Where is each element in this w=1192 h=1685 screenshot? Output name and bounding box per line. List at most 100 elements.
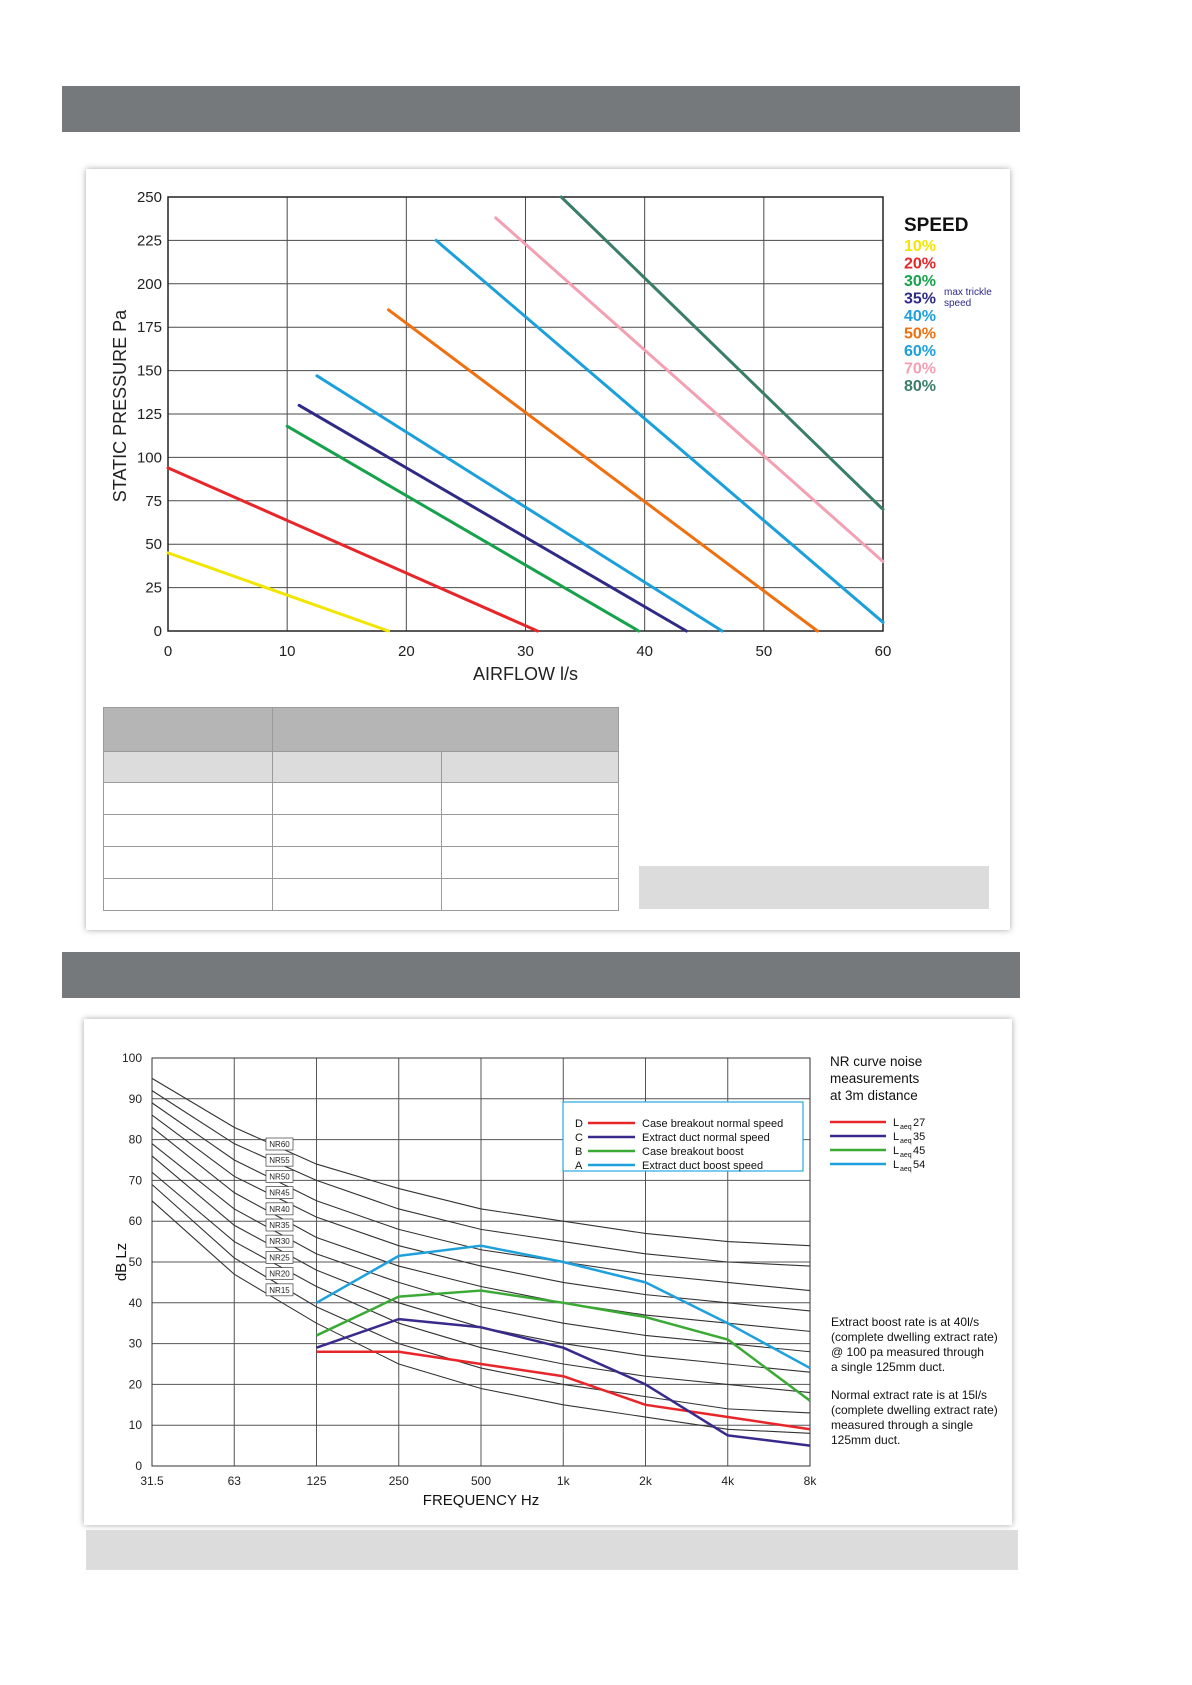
leq-value: 35 — [913, 1131, 925, 1143]
measurement-note: NR curve noise — [830, 1054, 922, 1069]
nr-label: NR50 — [269, 1172, 290, 1181]
x-tick-label: 60 — [875, 643, 892, 660]
x-tick-label: 125 — [306, 1474, 326, 1488]
plot-frame — [151, 1057, 811, 1467]
legend-entry: 60% — [904, 343, 936, 360]
x-tick-label: 31.5 — [140, 1474, 164, 1488]
nr-label-box — [265, 1202, 294, 1216]
nr-label-box — [265, 1153, 294, 1167]
nr-curve-nr15 — [151, 1200, 811, 1434]
legend-entry: 50% — [904, 326, 936, 343]
nr-label: NR35 — [269, 1221, 290, 1230]
x-axis-label: FREQUENCY Hz — [423, 1492, 539, 1509]
nr-curve-nr45 — [151, 1114, 811, 1312]
section-header-bar-bottom — [62, 952, 1020, 998]
nr-label: NR45 — [269, 1189, 290, 1198]
info-box-gray — [639, 866, 989, 909]
rate-note: @ 100 pa measured through — [831, 1345, 984, 1359]
y-tick-label: 100 — [122, 1051, 142, 1065]
leq-prefix: L — [893, 1159, 899, 1171]
legend-entry: 70% — [904, 361, 936, 378]
leq-subscript: aeq — [900, 1124, 912, 1131]
nr-label: NR60 — [269, 1140, 290, 1149]
y-tick-label: 200 — [137, 276, 162, 293]
noise-chart-card — [84, 1019, 1012, 1525]
nr-label: NR40 — [269, 1205, 290, 1214]
legend-note: speed — [944, 298, 971, 309]
rate-note: Extract boost rate is at 40l/s — [831, 1315, 979, 1329]
leq-subscript: aeq — [900, 1152, 912, 1159]
y-axis-label: STATIC PRESSURE Pa — [110, 309, 130, 502]
leq-value: 45 — [913, 1145, 925, 1157]
leq-value: 27 — [913, 1117, 925, 1129]
legend-title: SPEED — [904, 215, 968, 236]
series-line-b — [315, 1289, 811, 1402]
y-tick-label: 75 — [145, 493, 162, 510]
x-tick-label: 8k — [804, 1474, 818, 1488]
measurement-note: at 3m distance — [830, 1088, 918, 1103]
x-tick-label: 10 — [279, 643, 296, 660]
nr-label-box — [265, 1170, 294, 1183]
series-line-d — [316, 1350, 811, 1431]
nr-curve-nr35 — [151, 1143, 811, 1353]
x-tick-label: 20 — [398, 643, 415, 660]
rate-note: 125mm duct. — [831, 1433, 900, 1447]
nr-label-box — [265, 1267, 294, 1280]
table-cell — [103, 878, 273, 911]
plot-frame — [167, 196, 884, 632]
leq-prefix: L — [893, 1145, 899, 1157]
y-tick-label: 50 — [145, 536, 162, 553]
nr-label: NR20 — [269, 1270, 290, 1279]
legend-entry: 10% — [904, 238, 936, 255]
x-tick-label: 250 — [389, 1474, 409, 1488]
y-tick-label: 0 — [154, 623, 162, 640]
nr-curve-nr55 — [151, 1090, 811, 1267]
y-tick-label: 60 — [129, 1214, 143, 1228]
nr-curve-nr20 — [151, 1184, 811, 1414]
nr-label-box — [265, 1186, 294, 1199]
legend-entry: 30% — [904, 273, 936, 290]
y-tick-label: 150 — [137, 363, 162, 380]
nr-label: NR25 — [269, 1253, 290, 1262]
table-cell — [272, 707, 619, 752]
nr-curve-nr25 — [151, 1171, 811, 1394]
y-tick-label: 10 — [129, 1418, 143, 1432]
table-cell — [272, 878, 442, 911]
y-axis-label: dB Lz — [113, 1243, 130, 1281]
nr-label: NR15 — [269, 1286, 290, 1295]
nr-curve-nr60 — [151, 1077, 811, 1247]
footer-box-gray — [86, 1530, 1018, 1570]
legend-key: A — [575, 1160, 583, 1172]
legend-key: D — [575, 1118, 583, 1130]
nr-curve-nr40 — [151, 1126, 811, 1332]
nr-label-box — [265, 1137, 294, 1151]
nr-curve-nr50 — [151, 1102, 811, 1292]
table-cell — [441, 782, 619, 815]
series-line-60pct — [434, 238, 885, 624]
rate-note: measured through a single — [831, 1418, 973, 1432]
y-tick-label: 30 — [129, 1337, 143, 1351]
nr-label: NR30 — [269, 1237, 290, 1246]
leq-value: 54 — [913, 1159, 925, 1171]
section-header-bar-top — [62, 86, 1020, 132]
x-tick-label: 4k — [721, 1474, 735, 1488]
legend-label: Case breakout normal speed — [642, 1118, 783, 1130]
nr-label-box — [265, 1251, 294, 1264]
series-line-a — [315, 1244, 811, 1370]
y-tick-label: 90 — [129, 1092, 143, 1106]
x-tick-label: 63 — [228, 1474, 242, 1488]
x-tick-label: 40 — [636, 643, 653, 660]
legend-key: C — [575, 1132, 583, 1144]
spec-table — [103, 707, 619, 911]
nr-label-box — [265, 1218, 294, 1232]
y-tick-label: 175 — [137, 319, 162, 336]
x-tick-label: 30 — [517, 643, 534, 660]
table-cell — [441, 751, 619, 783]
series-line-10pct — [166, 551, 390, 633]
table-row — [103, 782, 619, 815]
table-cell — [272, 751, 442, 783]
table-row — [103, 878, 619, 911]
leq-prefix: L — [893, 1131, 899, 1143]
rate-note: Normal extract rate is at 15l/s — [831, 1388, 987, 1402]
